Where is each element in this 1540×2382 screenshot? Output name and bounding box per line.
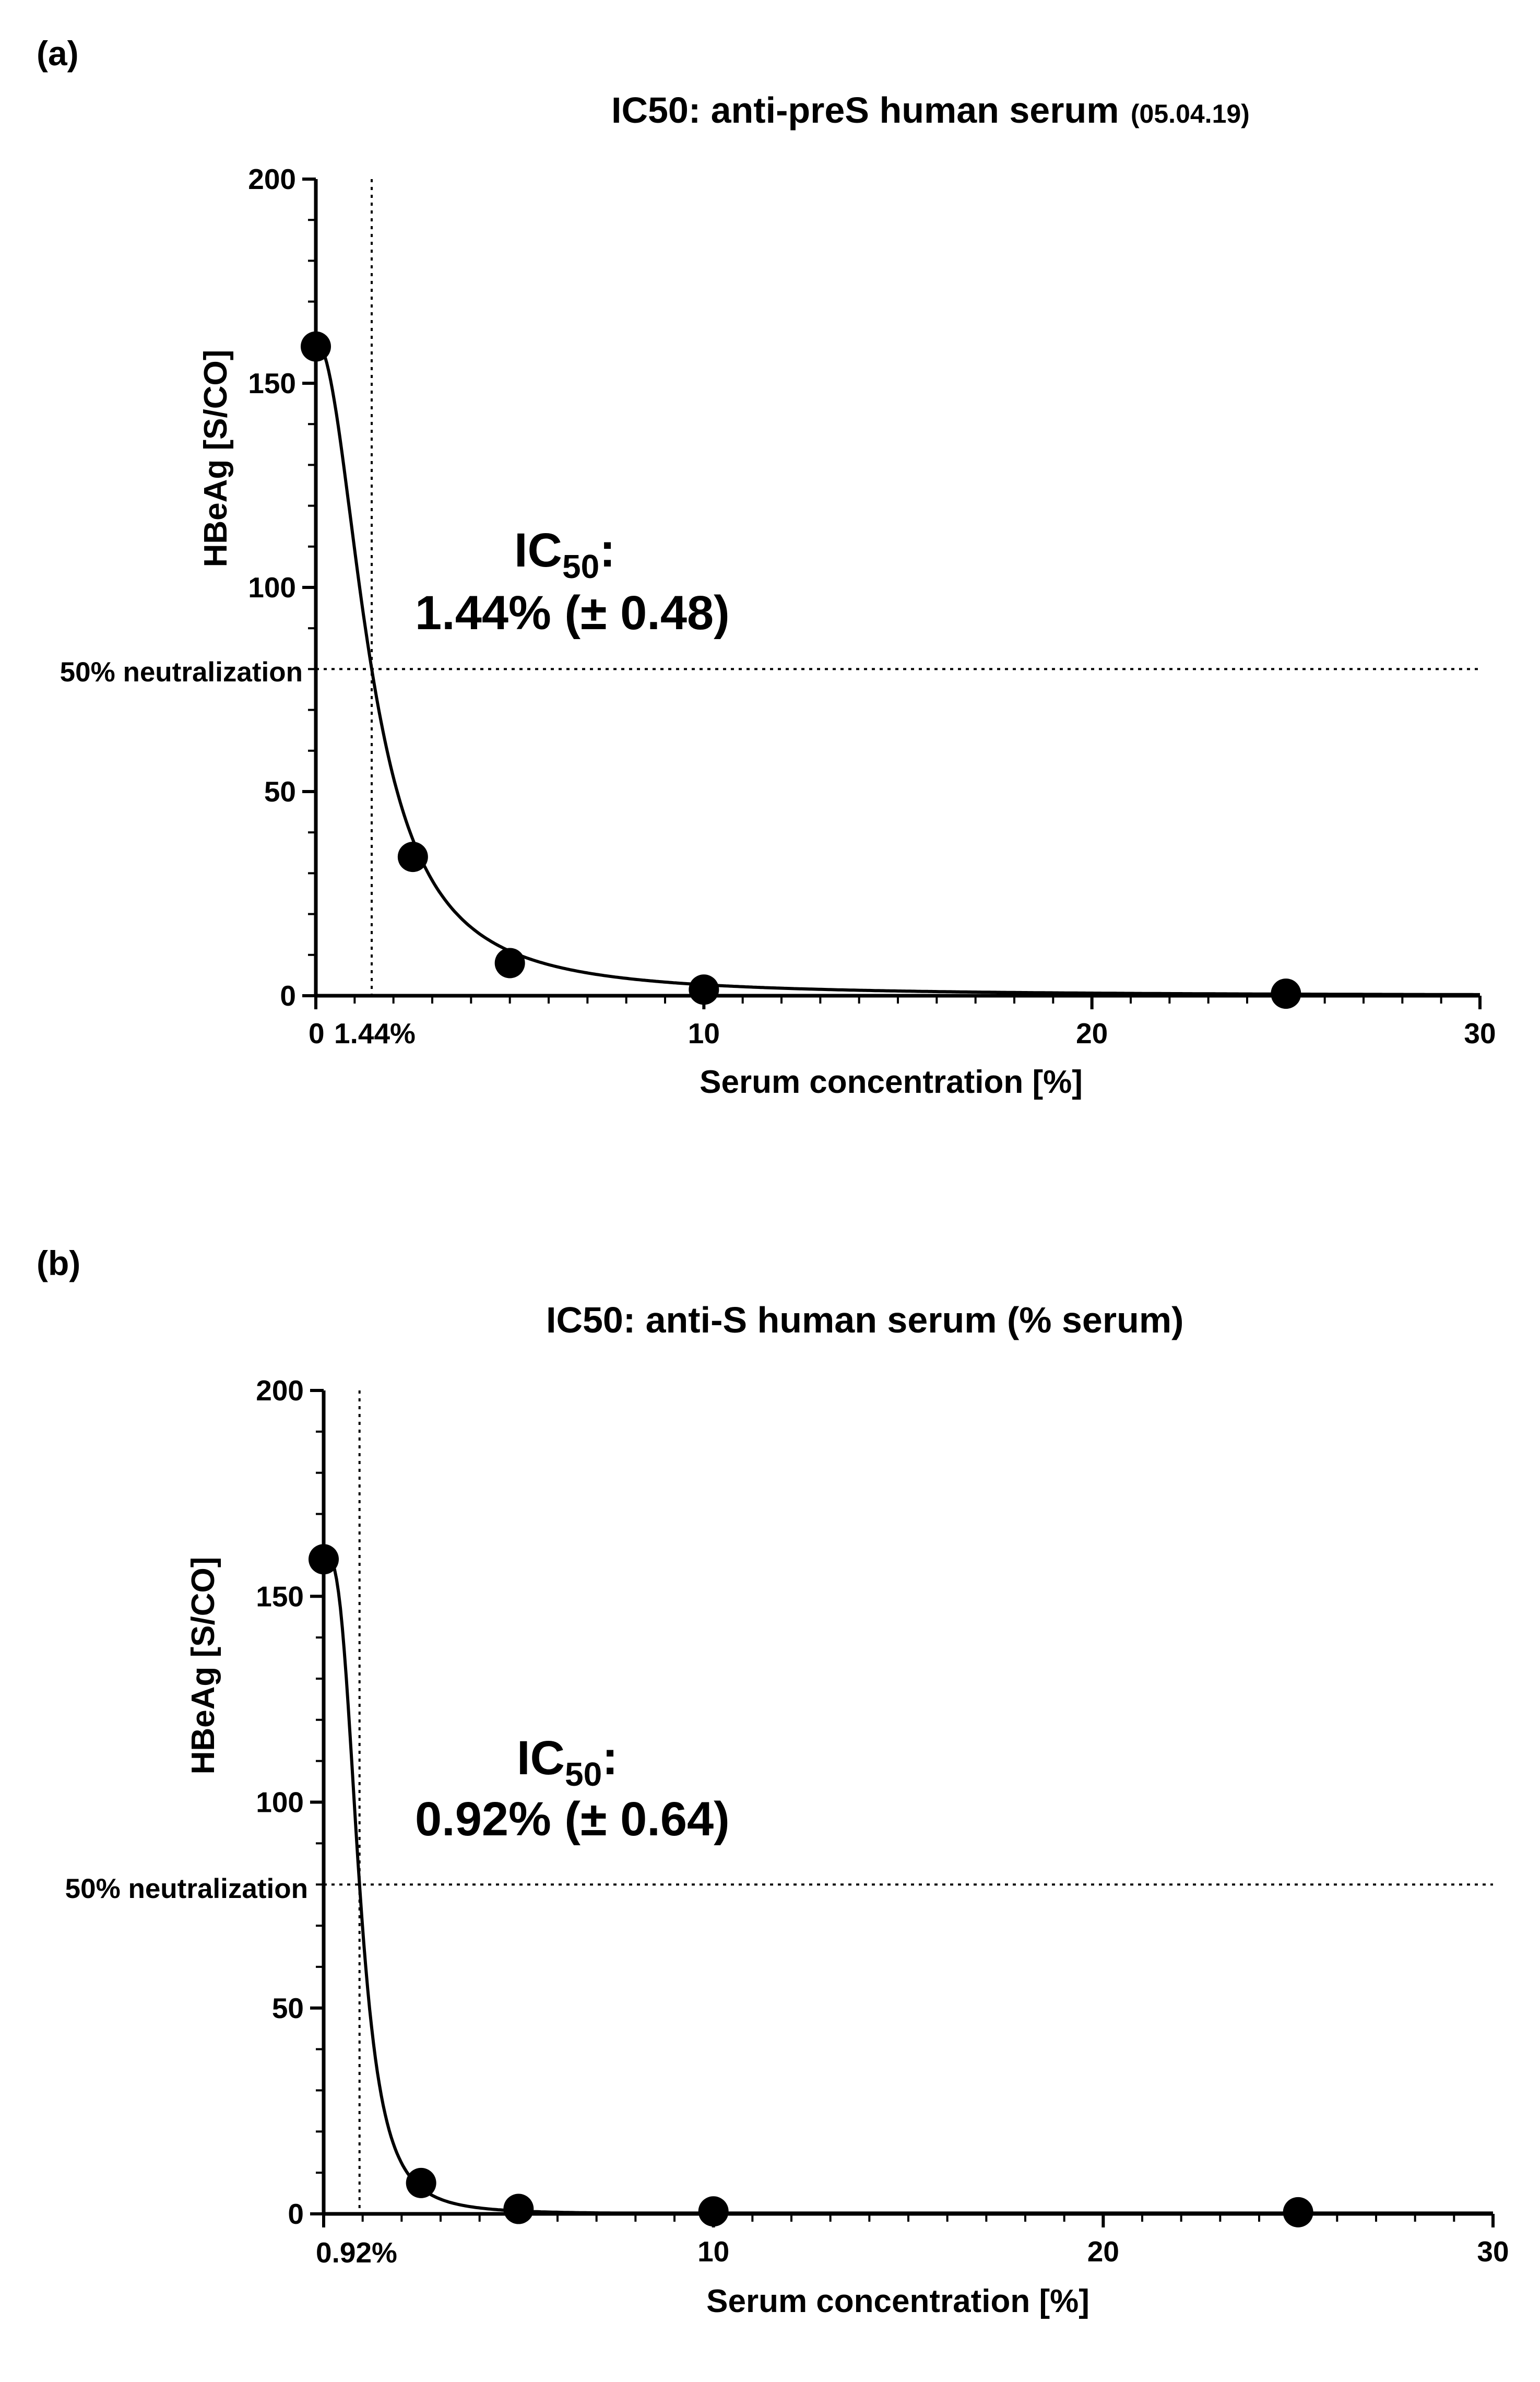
panel-b-title-main: IC50: anti-S human serum (% serum)	[546, 1300, 1183, 1340]
panel-b-data-point	[698, 2196, 729, 2227]
panel-a-y-tick-label: 150	[248, 367, 296, 399]
panel-b-neutralization-label: 50% neutralization	[65, 1873, 308, 1904]
panel-a-data-point	[494, 948, 525, 978]
panel-a-ic50-colon: :	[599, 524, 615, 577]
panel-a-data-point	[689, 974, 719, 1005]
panel-b-ic50-tick-label: 0.92%	[316, 2236, 397, 2269]
panel-a-title-suffix: (05.04.19)	[1131, 99, 1250, 128]
panel-a-letter: (a)	[37, 34, 79, 73]
panel-a-neutralization-label: 50% neutralization	[60, 657, 303, 688]
panel-b-ic50-label: IC	[517, 1731, 565, 1785]
panel-b-data-point	[503, 2194, 534, 2224]
panel-b-x-tick-label: 20	[1087, 2235, 1119, 2268]
panel-a-ic50-heading: IC50:	[514, 524, 615, 585]
panel-a-x-tick-label: 30	[1464, 1017, 1496, 1050]
panel-a-x-axis-label: Serum concentration [%]	[700, 1064, 1083, 1100]
panel-a-y-tick-label: 0	[280, 980, 296, 1012]
panel-b-title: IC50: anti-S human serum (% serum)	[546, 1300, 1183, 1340]
panel-a-x-tick-label: 10	[688, 1017, 720, 1050]
panel-a-ic50-tick-label: 1.44%	[334, 1017, 416, 1050]
panel-a-y-tick-label: 200	[248, 163, 296, 195]
panel-b-ic50-colon: :	[602, 1731, 618, 1785]
panel-a-data-point	[397, 842, 428, 872]
panel-b: (b) IC50: anti-S human serum (% serum) H…	[37, 1244, 1509, 2319]
panel-b-data-point	[309, 1544, 339, 1575]
panel-a-y-axis-label: HBeAg [S/CO]	[198, 350, 234, 568]
panel-b-y-tick-label: 150	[256, 1580, 304, 1612]
panel-a: (a) IC50: anti-preS human serum (05.04.1…	[37, 34, 1496, 1100]
panel-b-ic50-subscript: 50	[565, 1755, 602, 1793]
panel-b-plot: 0 50 100 150 200 10 20 30	[256, 1374, 1509, 2268]
panel-a-x-tick-label: 0	[309, 1017, 325, 1050]
panel-b-y-tick-label: 200	[256, 1374, 304, 1407]
panel-b-x-tick-label: 10	[697, 2235, 729, 2268]
panel-b-x-axis-label: Serum concentration [%]	[706, 2283, 1089, 2319]
panel-b-y-tick-label: 100	[256, 1786, 304, 1819]
panel-a-ic50-value: 1.44% (± 0.48)	[415, 586, 730, 640]
panel-b-y-axis-label: HBeAg [S/CO]	[185, 1557, 221, 1775]
panel-a-title-main: IC50: anti-preS human serum	[611, 90, 1119, 131]
panel-b-y-tick-label: 50	[272, 1992, 304, 2024]
panel-a-plot: 0 50 100 150 200 0 10 20 30	[248, 163, 1496, 1050]
panel-b-x-tick-label: 30	[1477, 2235, 1509, 2268]
panel-b-ic50-heading: IC50:	[517, 1731, 618, 1793]
panel-a-ic50-label: IC	[514, 524, 562, 577]
panel-b-letter: (b)	[37, 1244, 80, 1282]
panel-b-fit-curve	[324, 1553, 1493, 2215]
panel-a-y-tick-label: 100	[248, 571, 296, 604]
panel-a-data-point	[1271, 978, 1301, 1009]
panel-b-ic50-value: 0.92% (± 0.64)	[415, 1793, 730, 1846]
panel-b-y-tick-label: 0	[288, 2198, 304, 2230]
panel-a-data-point	[301, 331, 331, 362]
panel-b-data-point	[406, 2167, 436, 2198]
panel-a-y-tick-label: 50	[264, 775, 296, 808]
panel-a-title: IC50: anti-preS human serum (05.04.19)	[611, 90, 1250, 131]
panel-b-data-point	[1283, 2197, 1313, 2227]
panel-a-ic50-subscript: 50	[562, 548, 599, 585]
panel-a-x-tick-label: 20	[1076, 1017, 1108, 1050]
